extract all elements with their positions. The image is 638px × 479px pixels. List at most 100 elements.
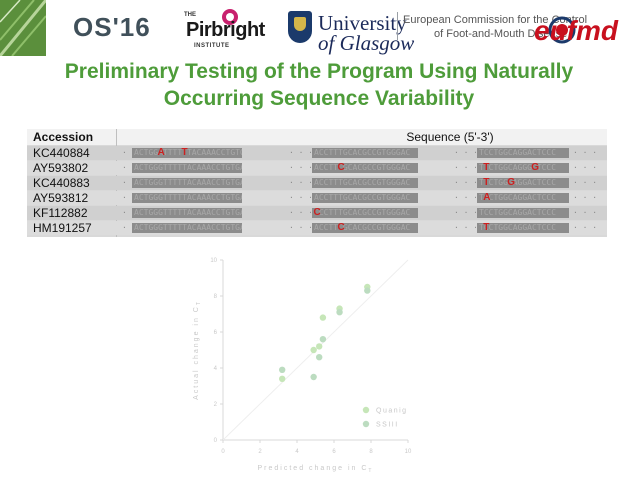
sequence-segment: ACCTTTGCACGCCGTGGGAC: [312, 193, 418, 203]
legend-label: SSIII: [376, 422, 399, 429]
data-point-quanig: [319, 314, 327, 321]
glasgow-line1: University: [318, 11, 407, 35]
sequence-gap: · · · · · ·: [573, 148, 603, 157]
commission-line2: of Foot-and-Mouth Disease: [434, 28, 568, 40]
sequence-segment: TTCTGGCAGGGCTCCC: [477, 163, 569, 173]
x-tick-label: 4: [295, 449, 299, 455]
y-tick-label: 0: [214, 438, 218, 444]
slide-title: Preliminary Testing of the Program Using…: [0, 58, 638, 112]
legend-label: Quanig: [376, 408, 408, 415]
data-point-ssiii: [316, 354, 323, 361]
sequence-gap: · · · · · ·: [454, 208, 476, 217]
table-row: AY593812 · · · · · · · · · · · · · · · · · …: [27, 191, 607, 205]
mutation-marker: G: [531, 162, 540, 173]
sequence-segment: ACTGGGTTTTTACAAACCTGTGA: [132, 163, 242, 173]
y-axis-label: Actual change in CT: [193, 300, 202, 400]
mutation-marker: C: [337, 222, 345, 233]
sequence-segment: ACCTTCGCACGCCGTGGGAC: [312, 163, 418, 173]
accession-cell: HM191257: [33, 221, 92, 235]
sequence-gap: · · · · · ·: [289, 223, 311, 232]
data-point-quanig: [279, 375, 286, 382]
table-header-row: Accession Sequence (5'-3'): [27, 129, 607, 145]
sequence-gap: · · · · · ·: [454, 193, 476, 202]
data-point-ssiii: [336, 309, 343, 316]
y-tick-label: 8: [214, 294, 218, 300]
x-tick-label: 8: [369, 449, 373, 455]
sequence-gap: · · · · · ·: [289, 193, 311, 202]
sequence-segment: ACCTTTGCACGCCGTGGGAC: [312, 178, 418, 188]
sequence-gap: · · · · · ·: [573, 178, 603, 187]
mutation-marker: T: [483, 162, 490, 173]
sequence-gap: · · · · · ·: [122, 208, 132, 217]
y-tick-label: 6: [214, 330, 218, 336]
sequence-gap: · · · · · ·: [454, 223, 476, 232]
slide-header: OS'16 THE Pirbright INSTITUTE University…: [0, 0, 638, 56]
sequence-segment: TTCTGGGAGGACTCCC: [477, 178, 569, 188]
sequence-gap: · · · · · ·: [122, 163, 132, 172]
sequence-gap: · · · · · ·: [573, 223, 603, 232]
x-tick-label: 10: [405, 449, 412, 455]
sequence-gap: · · · · · ·: [289, 178, 311, 187]
sequence-gap: · · · · · ·: [454, 163, 476, 172]
sequence-gap: · · · · · ·: [122, 223, 132, 232]
sequence-gap: · · · · · ·: [289, 163, 311, 172]
mutation-marker: G: [507, 177, 516, 188]
sequence-segment: ACTGGATTTTTTACAAACCTGTGA: [132, 148, 242, 158]
sequence-gap: · · · · · ·: [289, 208, 311, 217]
accession-header: Accession: [33, 130, 94, 144]
y-tick-label: 2: [214, 402, 218, 408]
x-axis-label: Predicted change in CT: [258, 465, 374, 474]
x-tick-label: 0: [221, 449, 225, 455]
sequence-segment: TCCTGGCAGGACTCCC: [477, 223, 569, 233]
sequence-segment: ACTGGGTTTTTACAAACCTGTGA: [132, 193, 242, 203]
eufmd-logo: eufmd: [534, 15, 619, 46]
legend-marker: [362, 420, 370, 428]
table-row: AY593802 · · · · · · · · · · · · · · · · · …: [27, 161, 607, 175]
sequence-segment: ACTGGGTTTTTACAAACCTGTGA: [132, 223, 242, 233]
pirbright-name: Pirbright: [186, 19, 265, 41]
sequence-gap: · · · · · ·: [122, 178, 132, 187]
y-tick-label: 10: [210, 258, 217, 264]
sequence-segment: ACCTTCGCACGCCGTGGGAC: [312, 223, 418, 233]
sequence-gap: · · · · · ·: [454, 148, 476, 157]
data-point-ssiii: [279, 366, 286, 373]
data-point-quanig: [310, 346, 317, 354]
y-tick-label: 4: [214, 366, 218, 372]
sequence-gap: · · · · · ·: [122, 193, 132, 202]
eufmd-wordmark: eufmd: [534, 15, 619, 46]
header-divider: [397, 12, 398, 40]
legend-marker: [362, 406, 370, 414]
sequence-gap: · · · · · ·: [573, 208, 603, 217]
accession-cell: AY593812: [33, 191, 89, 205]
sequence-segment: ACCTTTGCACGCCGTGGGAC: [312, 148, 418, 158]
sequence-gap: · · · · · ·: [573, 163, 603, 172]
sequence-segment: TCCTGGCAGGACTCCC: [477, 208, 569, 218]
sequence-gap: · · · · · ·: [289, 148, 311, 157]
glasgow-line2: of Glasgow: [318, 31, 415, 55]
conference-logo: OS'16: [73, 12, 151, 42]
commission-line1: European Commission for the Control: [403, 14, 588, 26]
scatter-chart: 0 2 4 6 8 10 0 2 4 6 8 10 Predicted change in CT Actu…: [193, 258, 412, 474]
sequence-segment: ACTGGGTTTTTACAAACCTGTGA: [132, 178, 242, 188]
data-point-quanig: [316, 343, 323, 350]
mutation-marker: T: [483, 177, 490, 188]
grass-banner-graphic: [0, 0, 46, 56]
mutation-marker: A: [157, 147, 165, 158]
accession-cell: KC440884: [33, 146, 90, 160]
sequence-segment: CCCTTTGCACGCCGTGGGAC: [312, 208, 418, 218]
data-point-ssiii: [364, 287, 371, 294]
table-row: KF112882 · · · · · · · · · · · · · · · · · …: [27, 206, 607, 220]
table-row: KC440883 · · · · · · · · · · · · · · · · · …: [27, 176, 607, 190]
mutation-marker: A: [483, 192, 491, 203]
sequence-gap: · · · · · ·: [573, 193, 603, 202]
slide-title-line2: Occurring Sequence Variability: [163, 87, 475, 110]
mutation-marker: T: [181, 147, 188, 158]
accession-cell: AY593802: [33, 161, 89, 175]
sequence-gap: · · · · · ·: [454, 178, 476, 187]
table-row: KC440884 · · · · · · · · · · · · · · · · · …: [27, 146, 607, 160]
sequence-segment: TCCTGGCAGGACTCCC: [477, 148, 569, 158]
sequence-header: Sequence (5'-3'): [406, 130, 494, 144]
data-point-ssiii: [319, 336, 327, 343]
table-row: HM191257 · · · · · · · · · · · · · · · · · …: [27, 221, 607, 235]
accession-cell: KC440883: [33, 176, 90, 190]
